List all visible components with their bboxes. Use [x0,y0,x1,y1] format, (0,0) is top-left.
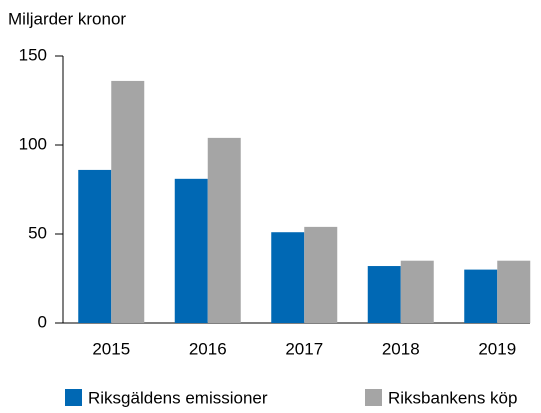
y-tick-label: 0 [38,312,47,331]
bar [207,137,241,323]
legend-label: Riksbankens köp [388,388,517,407]
legend-swatch [65,389,82,406]
x-tick-label: 2015 [92,339,130,358]
legend-swatch [365,389,382,406]
bar [304,226,338,323]
bar [497,260,531,323]
bar [464,269,498,323]
bar [400,260,434,323]
x-tick-label: 2019 [478,339,516,358]
y-axis-label: Miljarder kronor [8,9,126,28]
y-tick-label: 100 [19,134,47,153]
bar [111,80,145,323]
bar [271,232,305,323]
bar [367,266,401,323]
bar [174,178,208,323]
y-tick-label: 150 [19,45,47,64]
x-tick-label: 2016 [189,339,227,358]
bar [78,169,112,323]
x-tick-label: 2018 [382,339,420,358]
x-tick-label: 2017 [285,339,323,358]
y-tick-label: 50 [28,223,47,242]
legend-label: Riksgäldens emissioner [88,388,268,407]
